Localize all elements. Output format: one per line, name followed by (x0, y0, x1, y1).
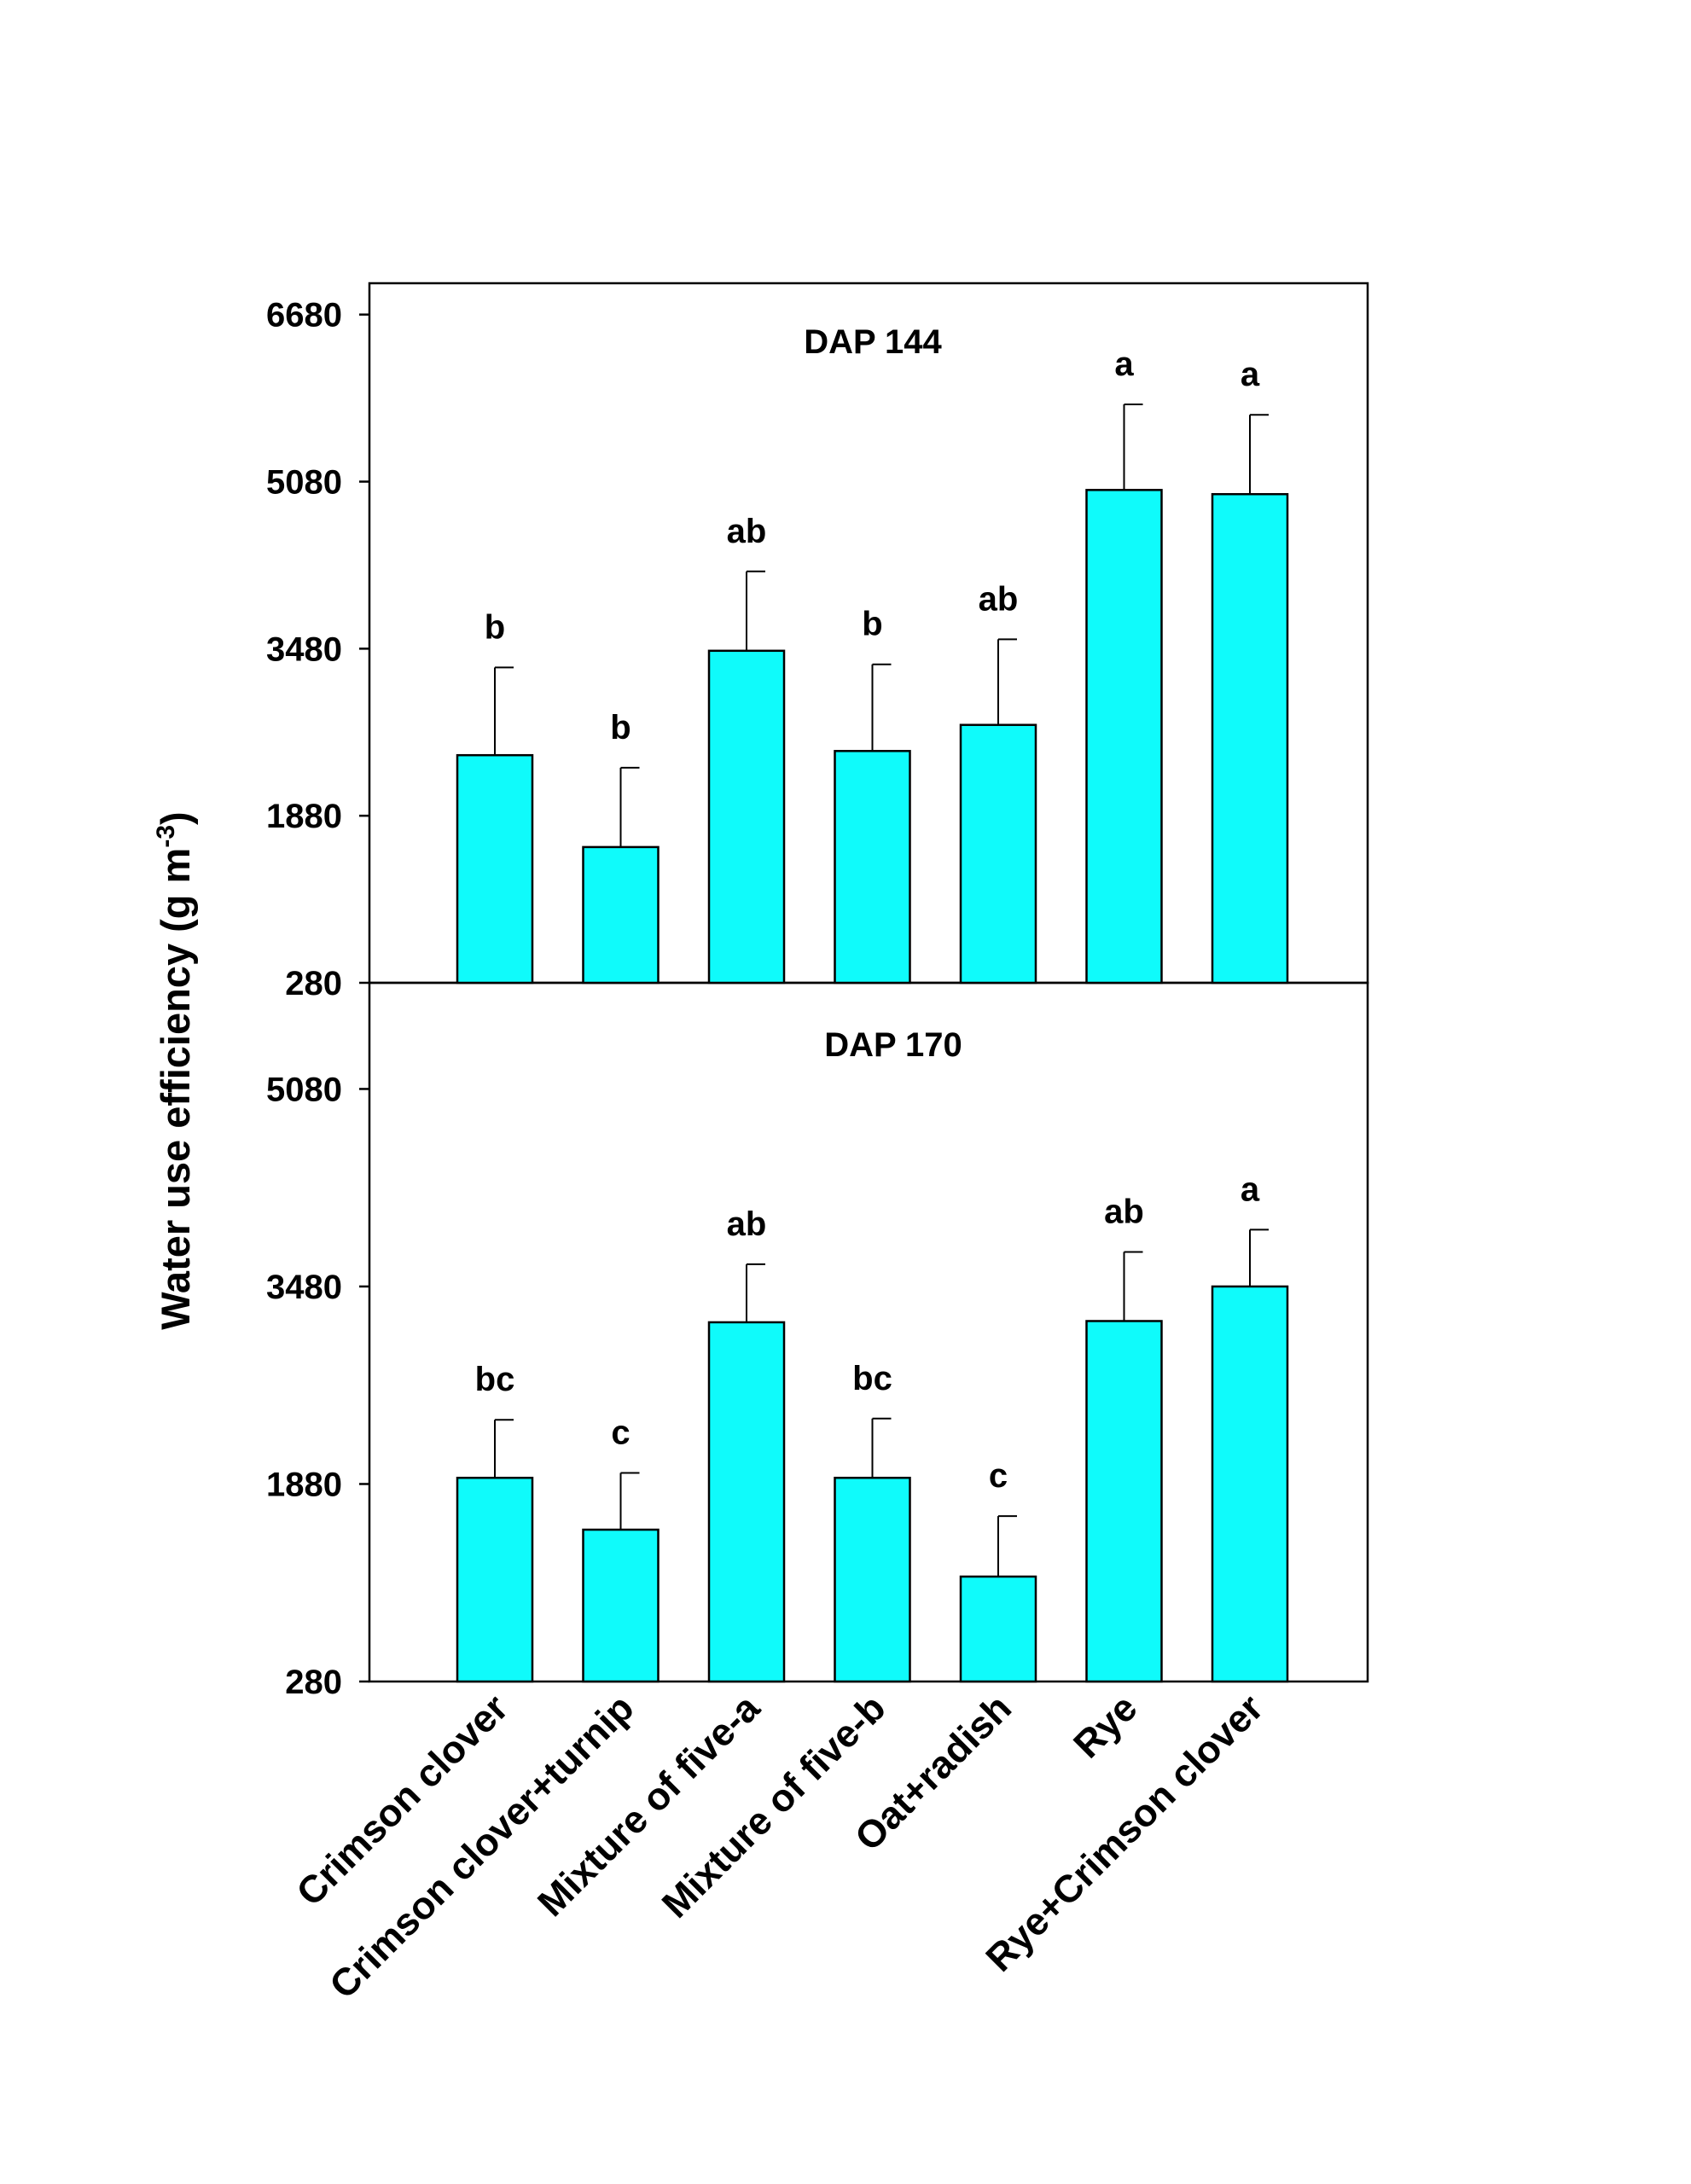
y-tick-label-dap170-3: 5080 (266, 1071, 342, 1108)
significance-label-dap170-5: ab (1104, 1193, 1144, 1230)
bar-dap170-2 (707, 1321, 786, 1683)
category-label-5: Rye (1065, 1686, 1145, 1766)
panel-title-dap170: DAP 170 (824, 1026, 962, 1064)
significance-label-dap144-0: b (485, 608, 505, 646)
significance-label-dap144-2: ab (727, 513, 767, 550)
y-tick-label-dap144-3: 5080 (266, 464, 342, 502)
bar-dap144-2 (707, 649, 786, 985)
bar-dap144-3 (834, 750, 911, 985)
significance-label-dap144-6: a (1241, 356, 1260, 393)
y-tick-label-dap144-0: 280 (285, 965, 342, 1002)
category-label-0: Crimson clover (288, 1686, 516, 1914)
bar-dap170-4 (959, 1575, 1037, 1683)
bar-dap144-6 (1211, 492, 1289, 985)
significance-label-dap144-3: b (862, 606, 882, 643)
y-tick-label-dap170-2: 3480 (266, 1269, 342, 1306)
category-label-2: Mixture of five-a (529, 1685, 769, 1925)
bar-dap170-1 (582, 1528, 660, 1683)
significance-label-dap170-1: c (611, 1414, 630, 1451)
bar-dap170-5 (1085, 1320, 1163, 1683)
y-tick-label-dap170-0: 280 (285, 1664, 342, 1701)
y-tick-label-dap144-4: 6680 (266, 297, 342, 334)
significance-label-dap170-2: ab (727, 1205, 767, 1243)
significance-label-dap170-4: c (989, 1457, 1008, 1495)
y-axis-title-main: Water use efficiency (g m (153, 848, 198, 1330)
y-tick-label-dap170-1: 1880 (266, 1466, 342, 1503)
y-tick-label-dap144-1: 1880 (266, 798, 342, 835)
panel-dap144: 280 1880 3480 5080 6680 b b ab b ab a a (266, 297, 1289, 1002)
bar-dap170-3 (834, 1476, 911, 1683)
panel-title-dap144: DAP 144 (804, 323, 942, 361)
y-axis-title-close: ) (153, 811, 198, 825)
significance-label-dap170-6: a (1241, 1170, 1260, 1208)
y-tick-label-dap144-2: 3480 (266, 630, 342, 668)
bar-dap170-6 (1211, 1285, 1289, 1683)
bar-dap144-1 (582, 845, 660, 985)
significance-label-dap170-3: bc (852, 1360, 892, 1397)
panel-dap170: 280 1880 3480 5080 bc c ab bc c ab a (266, 1071, 1289, 1701)
category-label-3: Mixture of five-b (654, 1686, 894, 1926)
bar-dap170-0 (456, 1476, 534, 1683)
y-axis-title-superscript: -3 (152, 825, 180, 848)
significance-label-dap144-5: a (1114, 346, 1134, 383)
bar-dap144-5 (1085, 489, 1163, 985)
bar-dap144-4 (959, 723, 1037, 985)
significance-label-dap144-4: ab (979, 580, 1019, 618)
bar-dap144-0 (456, 753, 534, 985)
significance-label-dap144-1: b (610, 709, 630, 746)
significance-label-dap170-0: bc (475, 1361, 515, 1398)
y-axis-title: Water use efficiency (g m-3) (152, 811, 198, 1329)
